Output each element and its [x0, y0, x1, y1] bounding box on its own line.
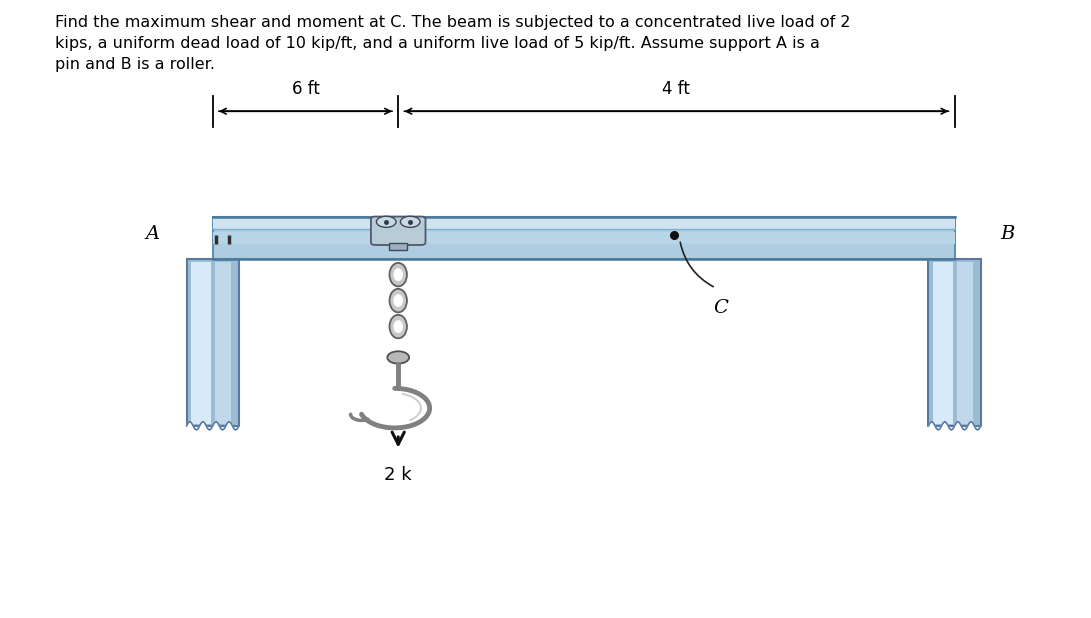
Circle shape	[400, 216, 420, 227]
Bar	[933, 262, 952, 424]
Text: Find the maximum shear and moment at C. The beam is subjected to a concentrated : Find the maximum shear and moment at C. …	[55, 15, 850, 72]
Polygon shape	[928, 421, 981, 434]
Bar	[187, 259, 239, 426]
Circle shape	[387, 351, 409, 363]
Circle shape	[376, 216, 396, 227]
Ellipse shape	[389, 289, 407, 312]
Ellipse shape	[389, 315, 407, 338]
Ellipse shape	[394, 268, 403, 281]
Text: 2 k: 2 k	[384, 466, 412, 484]
Bar	[928, 259, 981, 426]
FancyBboxPatch shape	[371, 216, 425, 245]
Bar	[213, 217, 955, 259]
Bar	[389, 242, 407, 250]
Ellipse shape	[394, 320, 403, 333]
Bar	[215, 262, 231, 424]
Text: B: B	[1000, 225, 1015, 243]
Text: A: A	[145, 225, 159, 243]
Ellipse shape	[394, 294, 403, 307]
Bar	[213, 232, 955, 244]
Bar	[213, 218, 955, 229]
Text: 6 ft: 6 ft	[291, 80, 320, 98]
Text: C: C	[714, 299, 729, 317]
Ellipse shape	[389, 263, 407, 286]
Polygon shape	[187, 421, 239, 434]
Bar	[957, 262, 973, 424]
Bar	[191, 262, 211, 424]
Text: 4 ft: 4 ft	[662, 80, 691, 98]
